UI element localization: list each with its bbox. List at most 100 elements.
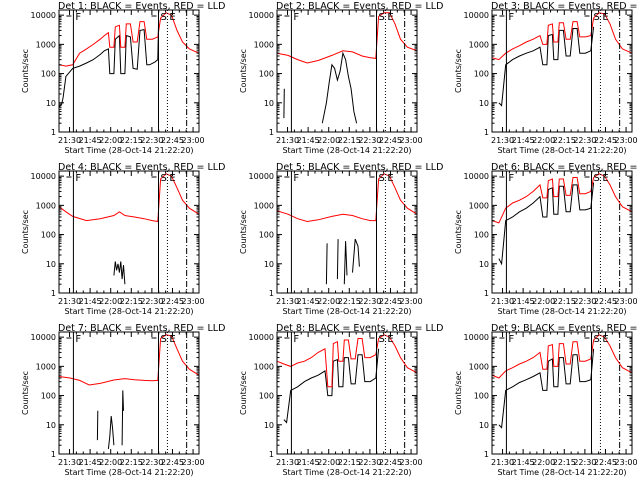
plot-frame	[276, 9, 418, 133]
x-tick-label: 21:45	[512, 136, 535, 145]
x-axis-label: Start Time (28-Oct-14 21:22:20)	[64, 307, 193, 316]
x-tick-label: 21:30	[58, 297, 81, 306]
x-tick-label: 22:45	[594, 458, 617, 467]
y-tick-label: 100	[259, 70, 274, 79]
series-events-line	[107, 415, 115, 449]
y-tick-label: 100	[41, 70, 56, 79]
y-tick-label: 1	[269, 128, 274, 137]
marker-label-f: F	[293, 173, 299, 184]
x-tick-label: 22:45	[379, 297, 402, 306]
y-tick-label: 1000	[469, 40, 489, 49]
y-axis-label: Counts/sec	[239, 371, 248, 415]
series-lld-line	[492, 12, 632, 61]
marker-label-f: F	[293, 334, 299, 345]
y-tick-label: 10000	[31, 333, 56, 342]
y-tick-label: 1000	[254, 201, 274, 210]
marker-label-e: E	[169, 334, 175, 345]
x-tick-label: 21:45	[79, 136, 102, 145]
y-axis-label: Counts/sec	[454, 210, 463, 254]
series-events-line	[336, 239, 339, 280]
x-axis-label: Start Time (28-Oct-14 21:22:20)	[497, 307, 626, 316]
marker-label-f: F	[293, 12, 299, 23]
marker-label-s: S	[161, 173, 167, 184]
y-tick-label: 10	[479, 99, 489, 108]
y-tick-label: 10	[46, 260, 56, 269]
y-tick-label: 1000	[36, 362, 56, 371]
plot-frame	[491, 331, 633, 455]
y-tick-label: 100	[259, 392, 274, 401]
y-tick-label: 10000	[249, 11, 274, 20]
x-tick-label: 23:00	[400, 136, 423, 145]
x-tick-label: 22:30	[140, 136, 163, 145]
y-tick-label: 10	[46, 99, 56, 108]
x-tick-label: 21:45	[79, 458, 102, 467]
x-tick-label: 21:30	[491, 458, 514, 467]
plot-frame	[58, 9, 200, 133]
plot-frame	[276, 170, 418, 294]
marker-label-s: S	[161, 334, 167, 345]
marker-label-f: F	[508, 12, 514, 23]
y-tick-label: 10000	[464, 11, 489, 20]
x-tick-label: 23:00	[182, 297, 205, 306]
y-tick-label: 100	[474, 231, 489, 240]
x-tick-label: 22:30	[573, 458, 596, 467]
x-tick-label: 22:45	[161, 136, 184, 145]
plot-frame	[491, 9, 633, 133]
marker-label-e: E	[602, 334, 608, 345]
x-tick-label: 22:00	[99, 458, 122, 467]
plot-frame	[491, 170, 633, 294]
series-lld-line	[59, 173, 199, 223]
x-tick-label: 22:15	[120, 458, 143, 467]
y-axis-label: Counts/sec	[454, 371, 463, 415]
x-tick-label: 22:45	[161, 458, 184, 467]
x-tick-label: 22:00	[317, 458, 340, 467]
y-tick-label: 1000	[36, 201, 56, 210]
x-tick-label: 22:15	[120, 136, 143, 145]
series-lld-line	[59, 334, 199, 386]
x-tick-label: 22:00	[99, 136, 122, 145]
x-tick-label: 22:00	[532, 136, 555, 145]
x-tick-label: 21:45	[297, 297, 320, 306]
x-tick-label: 22:15	[553, 458, 576, 467]
panel-title: Det 1: BLACK = Events, RED = LLD	[58, 1, 225, 12]
x-tick-label: 22:45	[161, 297, 184, 306]
y-tick-label: 1	[484, 450, 489, 459]
y-axis-label: Counts/sec	[21, 371, 30, 415]
x-tick-label: 22:45	[594, 136, 617, 145]
x-tick-label: 22:45	[594, 297, 617, 306]
x-tick-label: 23:00	[182, 458, 205, 467]
series-events-line	[283, 348, 380, 424]
y-tick-label: 1000	[469, 201, 489, 210]
x-tick-label: 22:00	[317, 136, 340, 145]
x-tick-label: 23:00	[182, 136, 205, 145]
x-axis-label: Start Time (28-Oct-14 21:22:20)	[64, 468, 193, 477]
marker-label-s: S	[594, 12, 600, 23]
x-tick-label: 22:00	[532, 297, 555, 306]
x-axis-label: Start Time (28-Oct-14 21:22:20)	[497, 468, 626, 477]
x-tick-label: 22:15	[338, 136, 361, 145]
x-tick-label: 21:30	[276, 297, 299, 306]
plot-frame	[276, 331, 418, 455]
x-tick-label: 21:45	[297, 458, 320, 467]
marker-label-e: E	[602, 173, 608, 184]
marker-label-s: S	[594, 173, 600, 184]
x-axis-label: Start Time (28-Oct-14 21:22:20)	[64, 146, 193, 155]
x-tick-label: 22:00	[317, 297, 340, 306]
panel-title: Det 7: BLACK = Events, RED = LLD	[58, 323, 225, 334]
x-tick-label: 22:30	[358, 136, 381, 145]
marker-label-s: S	[594, 334, 600, 345]
y-tick-label: 10000	[31, 11, 56, 20]
marker-label-s: S	[379, 12, 385, 23]
y-tick-label: 10	[479, 260, 489, 269]
series-events-line	[498, 26, 595, 107]
y-tick-label: 100	[259, 231, 274, 240]
y-tick-label: 1	[269, 450, 274, 459]
x-tick-label: 23:00	[615, 458, 638, 467]
x-tick-label: 21:30	[58, 136, 81, 145]
